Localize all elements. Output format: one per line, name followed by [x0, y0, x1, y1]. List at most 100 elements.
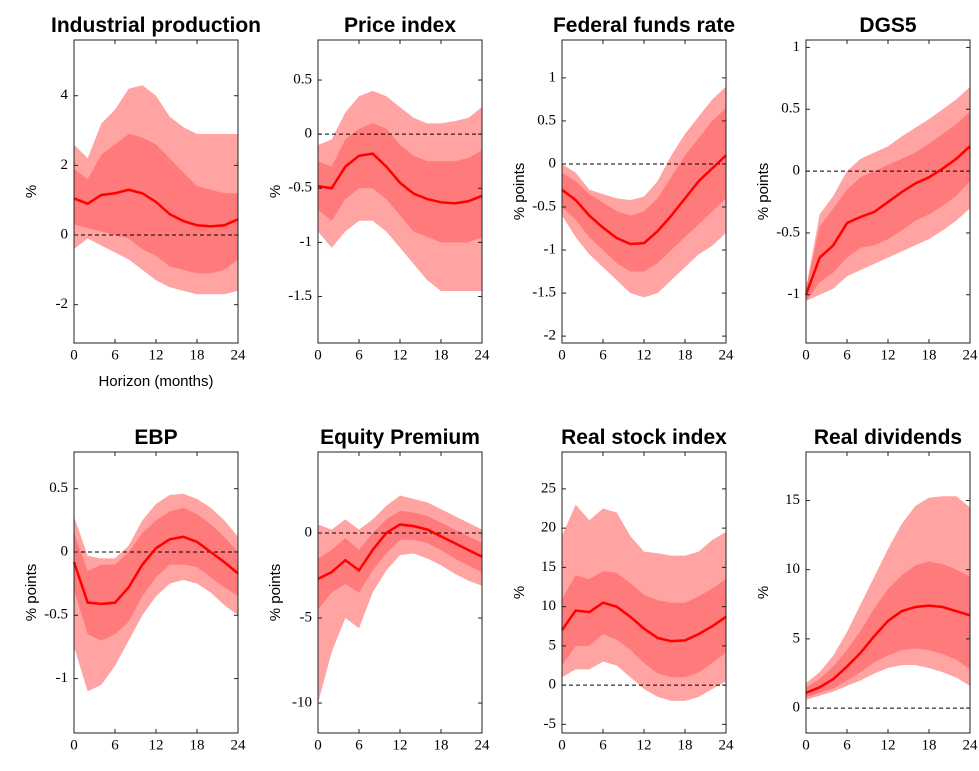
x-tick-label: 6	[355, 347, 363, 363]
y-tick-label: 0.5	[781, 101, 800, 117]
median-line	[317, 523, 483, 581]
x-tick-label: 12	[881, 737, 896, 753]
x-tick-label: 18	[434, 737, 449, 753]
y-tick-label: 0.5	[49, 480, 68, 496]
y-tick-label: 1	[549, 69, 557, 85]
y-tick-label: -0.5	[44, 607, 68, 623]
x-tick-label: 12	[637, 737, 652, 753]
x-tick-label: 24	[963, 737, 979, 753]
y-tick-label: -1.5	[288, 288, 312, 304]
median-line	[804, 145, 971, 296]
y-axis-label: %	[267, 185, 284, 198]
y-tick-label: -10	[292, 695, 312, 711]
x-tick-label: 0	[802, 737, 810, 753]
y-tick-label: 0	[61, 226, 69, 242]
confidence-band	[562, 571, 726, 678]
x-tick-label: 24	[475, 737, 491, 753]
y-tick-label: 15	[785, 492, 800, 508]
panel: -1 -0.5 0 0.5 1 0 6 12 18 24 DGS5 % points	[755, 14, 978, 363]
x-tick-label: 0	[70, 347, 78, 363]
x-tick-label: 0	[802, 347, 810, 363]
median-line	[560, 601, 727, 643]
panel: -10 -5 0 0 6 12 18 24 Equity Premium % points	[267, 426, 490, 753]
x-tick-label: 6	[599, 347, 607, 363]
median-line	[73, 188, 239, 228]
panel-title: Industrial production	[51, 14, 261, 37]
x-tick-label: 18	[678, 347, 693, 363]
confidence-band	[806, 111, 970, 301]
x-tick-label: 0	[558, 347, 566, 363]
y-tick-label: 5	[549, 637, 557, 653]
y-tick-label: 0	[549, 155, 557, 171]
y-tick-label: 0	[793, 163, 801, 179]
y-axis-label: %	[511, 586, 528, 599]
y-axis-label: % points	[267, 564, 284, 622]
y-tick-label: -1.5	[532, 285, 556, 301]
panel-title: Federal funds rate	[553, 14, 735, 37]
panel: -1.5 -1 -0.5 0 0.5 0 6 12 18 24 Price index%	[267, 14, 490, 363]
y-tick-label: 15	[541, 559, 556, 575]
x-tick-label: 12	[637, 347, 652, 363]
x-tick-label: 18	[922, 737, 937, 753]
y-tick-label: -2	[56, 296, 69, 312]
y-tick-label: -0.5	[288, 180, 312, 196]
y-axis-label: % points	[511, 163, 528, 221]
y-tick-label: 10	[541, 598, 556, 614]
y-tick-label: 4	[61, 87, 69, 103]
y-tick-label: 0	[793, 700, 801, 716]
x-tick-label: 6	[843, 737, 851, 753]
x-tick-label: 12	[149, 347, 164, 363]
confidence-band	[74, 134, 238, 274]
x-tick-label: 12	[149, 737, 164, 753]
panel-title: Price index	[344, 14, 456, 37]
x-tick-label: 24	[231, 347, 247, 363]
x-tick-label: 24	[719, 737, 735, 753]
y-tick-label: -2	[544, 328, 557, 344]
x-tick-label: 18	[190, 347, 205, 363]
y-axis-label: % points	[755, 163, 772, 221]
x-tick-label: 0	[70, 737, 78, 753]
panel: 0 5 10 15 0 6 12 18 24 Real dividends%	[755, 426, 978, 753]
x-tick-label: 6	[111, 737, 119, 753]
x-tick-label: 0	[314, 347, 322, 363]
y-tick-label: 20	[541, 520, 556, 536]
x-tick-label: 12	[393, 737, 408, 753]
y-tick-label: -1	[300, 234, 313, 250]
y-tick-label: 0	[61, 543, 69, 559]
x-tick-label: 18	[678, 737, 693, 753]
y-axis-label: %	[755, 586, 772, 599]
x-tick-label: 24	[231, 737, 247, 753]
x-tick-label: 6	[111, 347, 119, 363]
y-tick-label: 0	[305, 524, 313, 540]
median-line	[72, 535, 239, 606]
panel-title: DGS5	[859, 14, 917, 37]
y-tick-label: 2	[61, 157, 69, 173]
x-tick-label: 0	[558, 737, 566, 753]
y-tick-label: 0	[549, 677, 557, 693]
y-tick-label: 1	[793, 39, 801, 55]
median-line	[561, 154, 727, 246]
confidence-band	[562, 108, 726, 272]
median-line	[805, 604, 971, 695]
x-tick-label: 18	[922, 347, 937, 363]
y-tick-label: -0.5	[776, 224, 800, 240]
x-tick-label: 12	[393, 347, 408, 363]
y-tick-label: -5	[300, 609, 313, 625]
y-tick-label: 5	[793, 630, 801, 646]
x-tick-label: 12	[881, 347, 896, 363]
y-tick-label: -1	[788, 286, 801, 302]
y-tick-label: 10	[785, 561, 800, 577]
y-axis-label: %	[23, 185, 40, 198]
x-tick-label: 24	[475, 347, 491, 363]
panel-title: Real stock index	[561, 426, 727, 449]
y-tick-label: 0.5	[293, 71, 312, 87]
y-tick-label: -1	[544, 241, 557, 257]
confidence-band	[806, 561, 970, 698]
y-tick-label: 0	[305, 126, 313, 142]
panel-title: Real dividends	[814, 426, 962, 449]
panel: -1 -0.5 0 0.5 0 6 12 18 24 EBP % points	[23, 426, 246, 753]
y-axis-label: % points	[23, 564, 40, 622]
panel-title: Equity Premium	[320, 426, 480, 449]
